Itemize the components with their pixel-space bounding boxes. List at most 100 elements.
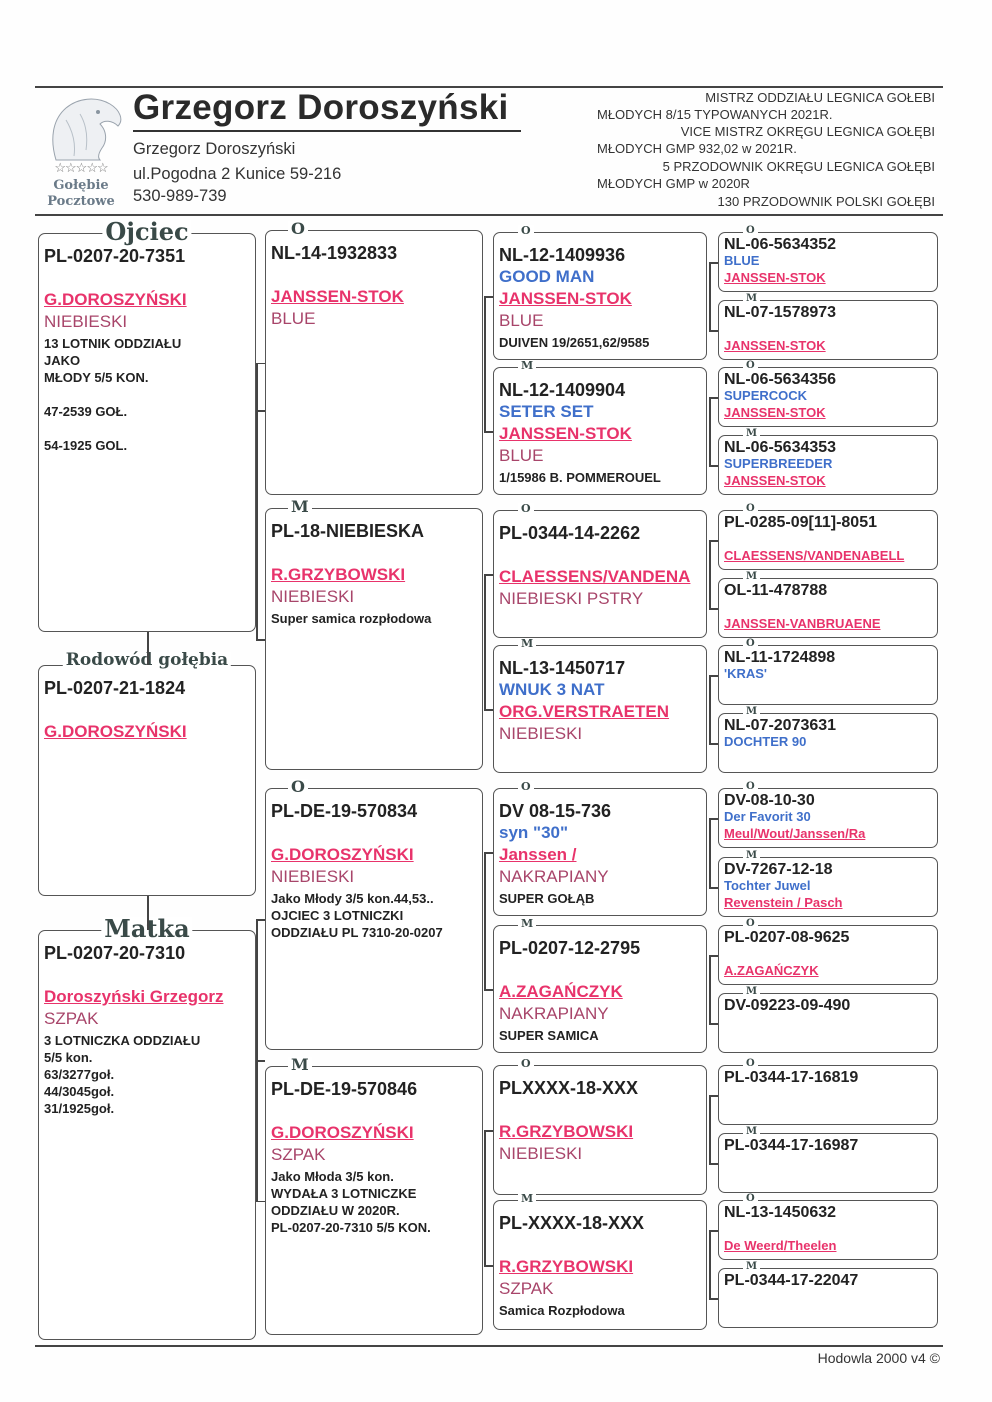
box-label: O: [743, 504, 758, 514]
pedigree-box: O PL-0344-17-16819: [718, 1059, 938, 1125]
pigeon-color: SZPAK: [271, 1145, 326, 1164]
achievement-line: VICE MISTRZ OKRĘGU LEGNICA GOŁĘBI: [680, 124, 935, 139]
ring-number: NL-06-5634356: [724, 371, 837, 388]
breeder-name: Janssen /: [499, 845, 577, 864]
pigeon-name: WNUK 3 NAT: [499, 680, 605, 699]
pigeon-color: NIEBIESKI: [271, 587, 355, 606]
connector-line: [709, 675, 718, 677]
logo-text-1: Gołębie: [53, 178, 109, 193]
pigeon-name: Der Favorit 30: [724, 809, 811, 824]
breeder-title: Grzegorz Doroszyński: [133, 88, 509, 127]
breeder-name: G.DOROSZYŃSKI: [271, 1123, 414, 1142]
pigeon-note: 63/3277goł.: [44, 1067, 115, 1082]
breeder-name: G.DOROSZYŃSKI: [44, 722, 187, 741]
breeder-name: JANSSEN-STOK: [724, 473, 826, 488]
ring-number: PL-0207-20-7310: [44, 943, 186, 963]
pigeon-name: syn "30": [499, 823, 569, 842]
connector-line: [484, 574, 486, 709]
header-rule: [35, 214, 943, 216]
pigeon-name: SUPERBREEDER: [724, 456, 833, 471]
ring-number: NL-06-5634352: [724, 236, 837, 253]
box-label: O: [743, 226, 758, 236]
pigeon-name: DOCHTER 90: [724, 734, 807, 749]
pigeon-name: SETER SET: [499, 402, 594, 421]
ring-number: PL-DE-19-570846: [271, 1079, 418, 1099]
connector-line: [256, 1200, 265, 1202]
box-label: M: [743, 294, 761, 304]
ring-number: PL-XXXX-18-XXX: [499, 1213, 645, 1233]
breeder-name: R.GRZYBOWSKI: [271, 565, 406, 584]
box-label: O: [743, 782, 758, 792]
box-label: O: [518, 225, 534, 236]
breeder-name: A.ZAGAŃCZYK: [499, 982, 623, 1001]
connector-line: [709, 1230, 711, 1298]
connector-line: [484, 431, 493, 433]
connector-line: [256, 919, 258, 1201]
box-label: M: [288, 1057, 312, 1073]
pedigree-box: M DV-09223-09-490: [718, 987, 938, 1053]
ring-number: NL-14-1932833: [271, 243, 398, 263]
ring-number: OL-11-478788: [724, 582, 828, 599]
pedigree-box: M PL-0344-17-22047: [718, 1262, 938, 1328]
breeder-name: De Weerd/Theelen: [724, 1238, 837, 1253]
breeder-name: CLAESSENS/VANDENA: [499, 567, 691, 586]
pedigree-box: O PL-DE-19-570834 G.DOROSZYŃSKI NIEBIESKI Ja…: [265, 779, 483, 1050]
pedigree-box: O PL-0285-09[11]-8051 CLAESSENS/VANDENABEL…: [718, 504, 938, 570]
connector-line: [484, 852, 486, 989]
ring-number: PL-0207-08-9625: [724, 929, 850, 946]
box-label: M: [288, 499, 312, 515]
pigeon-note: 1/15986 B. POMMEROUEL: [499, 470, 661, 485]
pedigree-box: M PL-0344-17-16987: [718, 1127, 938, 1193]
breeder-name: JANSSEN-VANBRUAENE: [724, 616, 881, 631]
pigeon-note: Samica Rozpłodowa: [499, 1303, 625, 1318]
pedigree-box: M NL-12-1409904 SETER SET JANSSEN-STOK BLUE 1…: [493, 360, 707, 495]
breeder-name: JANSSEN-STOK: [724, 270, 826, 285]
pigeon-color: BLUE: [499, 311, 544, 330]
pigeon-note: WYDAŁA 3 LOTNICZKE: [271, 1186, 417, 1201]
connector-line: [484, 1130, 486, 1265]
connector-line: [256, 1060, 265, 1062]
box-label: M: [518, 918, 537, 929]
pedigree-box: M NL-06-5634353 SUPERBREEDER JANSSEN-STOK: [718, 429, 938, 495]
connector-line: [256, 362, 258, 639]
connector-line: [484, 296, 493, 298]
pigeon-note: JAKO: [44, 353, 81, 368]
connector-line: [709, 955, 711, 1023]
pigeon-color: NIEBIESKI: [499, 724, 583, 743]
connector-line: [709, 262, 711, 330]
box-label: M: [518, 1193, 537, 1204]
breeder-name: ORG.VERSTRAETEN: [499, 702, 670, 721]
box-label: M: [743, 429, 761, 439]
pedigree-box: O DV-08-10-30 Der Favorit 30 Meul/Wout/Jans…: [718, 782, 938, 848]
pigeon-color: NIEBIESKI: [499, 1144, 583, 1163]
box-label: O: [288, 779, 308, 795]
achievement-line: 5 PRZODOWNIK OKRĘGU LEGNICA GOŁĘBI: [662, 159, 935, 174]
connector-line: [709, 397, 718, 399]
pigeon-note: Super samica rozpłodowa: [271, 611, 432, 626]
box-label: M: [518, 360, 537, 371]
connector-line: [709, 397, 711, 465]
stars-decoration: ☆☆☆☆☆: [54, 160, 108, 175]
breeder-name: Doroszyński Grzegorz: [44, 987, 224, 1006]
connector-line: [484, 709, 493, 711]
box-label: O: [518, 1058, 534, 1069]
pedigree-box: M NL-07-1578973 JANSSEN-STOK: [718, 294, 938, 360]
ring-number: NL-07-2073631: [724, 717, 837, 734]
connector-line: [147, 632, 149, 665]
breeder-name: JANSSEN-STOK: [724, 405, 826, 420]
connector-line: [147, 896, 149, 930]
pedigree-box: O NL-12-1409936 GOOD MAN JANSSEN-STOK BLUE DU…: [493, 225, 707, 360]
ring-number: PL-0207-20-7351: [44, 246, 186, 266]
connector-line: [484, 989, 493, 991]
pigeon-note: PL-0207-20-7310 5/5 KON.: [271, 1220, 431, 1235]
connector-line: [709, 743, 718, 745]
pigeon-color: NAKRAPIANY: [499, 1004, 609, 1023]
box-label: M: [518, 638, 537, 649]
ring-number: PL-0344-17-22047: [724, 1272, 859, 1289]
pedigree-box: M DV-7267-12-18 Tochter Juwel Revenstein / …: [718, 851, 938, 917]
pigeon-note: OJCIEC 3 LOTNICZKI: [271, 908, 404, 923]
ring-number: NL-12-1409936: [499, 245, 626, 265]
connector-line: [709, 330, 718, 332]
pigeon-note: Jako Młoda 3/5 kon.: [271, 1169, 394, 1184]
box-label: M: [743, 1262, 761, 1272]
